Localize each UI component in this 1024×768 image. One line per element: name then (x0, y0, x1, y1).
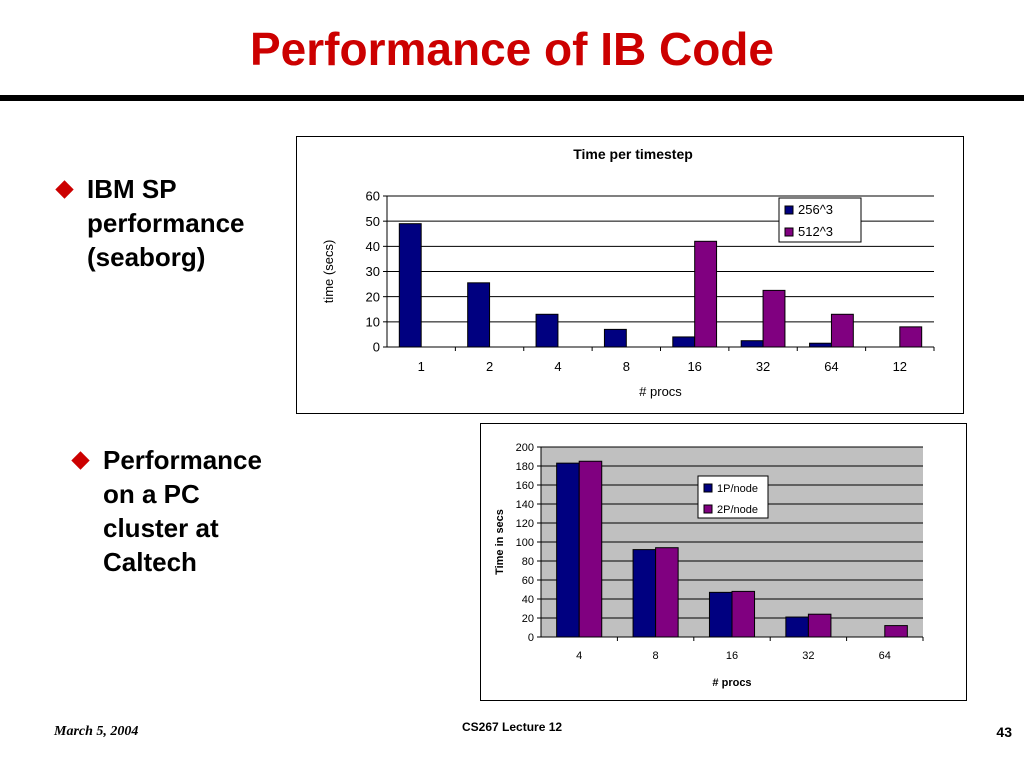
x-tick-label: 16 (687, 359, 701, 374)
y-axis-title: Time in secs (494, 509, 506, 575)
chart-seaborg: Time per timestep 0 10 20 30 40 50 60 1 2 4 8 16 32 64… (296, 136, 964, 414)
y-tick-label: 100 (516, 537, 534, 549)
title-divider (0, 95, 1024, 101)
y-tick-label: 200 (516, 442, 534, 454)
y-tick-label: 0 (528, 632, 534, 644)
bullet-ibm-sp: IBM SP performance (seaborg) (55, 172, 245, 274)
chart-title: Time per timestep (573, 146, 693, 162)
bar-2p-node (731, 590, 756, 638)
legend-swatch (703, 504, 713, 514)
y-tick-label: 10 (366, 315, 380, 330)
bar-256-3 (535, 313, 559, 348)
y-tick-label: 40 (522, 594, 534, 606)
x-tick-label: 12 (893, 359, 907, 374)
x-tick-label: 1 (418, 359, 425, 374)
chart-caltech-svg: 0 20 40 60 80 100 120 140 160 180 200 4 8 16 32 64 # pro… (494, 442, 924, 689)
legend-label: 1P/node (717, 483, 758, 495)
y-tick-label: 60 (522, 575, 534, 587)
x-tick-label: 4 (554, 359, 561, 374)
y-tick-label: 30 (366, 264, 380, 279)
y-tick-label: 140 (516, 499, 534, 511)
legend-label: 512^3 (798, 224, 833, 239)
diamond-bullet-icon (71, 451, 90, 470)
bar-512-3 (694, 240, 718, 348)
footer-date: March 5, 2004 (54, 724, 139, 739)
bar-512-3 (899, 326, 923, 348)
x-tick-label: 4 (576, 650, 582, 662)
page-number: 43 (996, 724, 1012, 740)
bar-256-3 (398, 223, 422, 348)
bullet-text: Performance on a PC cluster at Caltech (103, 445, 262, 577)
bar-256-3 (809, 342, 832, 348)
x-tick-label: 64 (879, 650, 891, 662)
chart-caltech: 0 20 40 60 80 100 120 140 160 180 200 4 8 16 32 64 # pro… (480, 423, 967, 701)
y-tick-label: 120 (516, 518, 534, 530)
x-tick-label: 2 (486, 359, 493, 374)
bar-1p-node (708, 591, 733, 638)
bar-256-3 (603, 328, 627, 348)
y-tick-label: 0 (373, 340, 380, 355)
bar-2p-node (807, 613, 832, 638)
x-tick-label: 8 (623, 359, 630, 374)
y-tick-label: 20 (366, 289, 380, 304)
legend-swatch (703, 483, 713, 493)
y-axis-title: time (secs) (321, 240, 336, 304)
x-tick-label: 64 (824, 359, 838, 374)
bar-256-3 (672, 336, 696, 348)
legend-swatch (784, 227, 794, 237)
bar-256-3 (467, 282, 491, 348)
x-tick-label: 32 (802, 650, 814, 662)
legend-swatch (784, 205, 794, 215)
bar-256-3 (740, 340, 764, 348)
diamond-bullet-icon (55, 180, 74, 199)
x-axis-title: # procs (712, 677, 751, 689)
x-tick-label: 8 (653, 650, 659, 662)
bar-2p-node (884, 625, 908, 638)
legend-label: 256^3 (798, 202, 833, 217)
slide-title: Performance of IB Code (250, 23, 774, 75)
x-axis-title: # procs (639, 384, 682, 399)
bullet-text: IBM SP performance (seaborg) (87, 174, 245, 272)
bar-1p-node (785, 616, 809, 638)
y-tick-label: 50 (366, 214, 380, 229)
y-tick-label: 80 (522, 556, 534, 568)
y-tick-label: 60 (366, 189, 380, 204)
y-tick-label: 20 (522, 613, 534, 625)
bar-1p-node (632, 549, 657, 638)
bullet-pc-cluster: Performance on a PC cluster at Caltech (71, 443, 262, 579)
legend-label: 2P/node (717, 504, 758, 516)
footer-lecture: CS267 Lecture 12 (462, 720, 563, 734)
bar-512-3 (830, 313, 854, 348)
x-tick-label: 32 (756, 359, 770, 374)
bar-1p-node (556, 462, 580, 638)
y-tick-label: 40 (366, 239, 380, 254)
y-tick-label: 160 (516, 480, 534, 492)
bar-2p-node (578, 460, 603, 638)
bar-512-3 (762, 289, 786, 348)
y-tick-label: 180 (516, 461, 534, 473)
bar-2p-node (655, 547, 679, 638)
x-tick-label: 16 (726, 650, 738, 662)
